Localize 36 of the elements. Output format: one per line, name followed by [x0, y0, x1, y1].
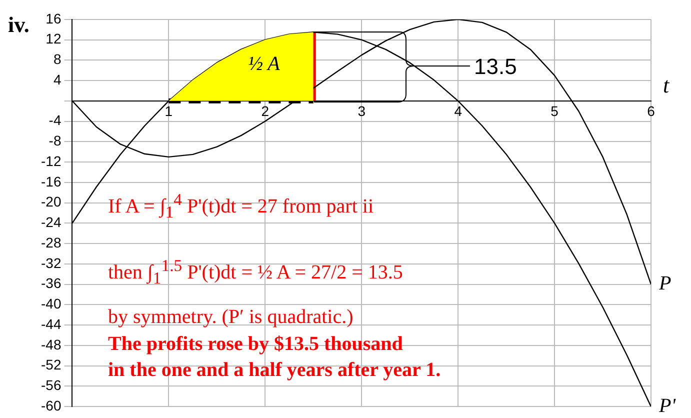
x-tick-label: 5	[550, 103, 559, 120]
y-tick-label: 8	[53, 51, 62, 68]
y-tick-label: -36	[41, 275, 62, 292]
y-tick-label: -20	[41, 194, 62, 210]
series-label: P	[658, 272, 672, 295]
y-tick-label: -60	[41, 397, 62, 414]
y-tick-label: -52	[41, 356, 62, 373]
y-tick-label: 4	[53, 71, 62, 88]
x-tick-label: 4	[454, 103, 462, 120]
annotation: then ∫$_{1}$$^{1.5}$ P'(t)dt = ½ A = 27/2 = 13.5	[108, 256, 403, 289]
y-tick-label: -56	[41, 377, 62, 394]
y-tick-label: -40	[41, 296, 62, 312]
y-tick-label: -16	[41, 173, 62, 190]
y-tick-label: -8	[48, 132, 62, 149]
annotation: If A = ∫$_{1}$$^{4}$ P'(t)dt = 27 from part ii	[108, 190, 374, 223]
series-label: P'	[658, 394, 676, 417]
x-tick-label: 1	[164, 103, 173, 120]
chart-title: iv.	[8, 12, 30, 38]
y-tick-label: -44	[41, 316, 62, 332]
y-tick-label: -24	[41, 214, 62, 230]
y-tick-label: -32	[41, 254, 62, 271]
x-tick-label: 6	[647, 103, 656, 120]
annotation: ½ A	[248, 52, 280, 76]
x-axis-title: t	[663, 72, 670, 98]
annotation: by symmetry. (P′ is quadratic.)	[108, 305, 354, 329]
annotation: The profits rose by $13.5 thousand	[108, 332, 403, 356]
annotation: 13.5	[474, 54, 517, 80]
y-tick-label: -48	[41, 336, 62, 352]
y-tick-label: 12	[46, 30, 62, 47]
y-tick-label: -12	[41, 152, 62, 169]
annotation: in the one and a half years after year 1.	[108, 358, 441, 382]
y-tick-label: -28	[41, 234, 62, 250]
x-tick-label: 3	[358, 103, 366, 120]
y-tick-label: 16	[46, 10, 62, 26]
y-tick-label: -4	[48, 112, 62, 128]
x-tick-label: 2	[261, 103, 270, 120]
